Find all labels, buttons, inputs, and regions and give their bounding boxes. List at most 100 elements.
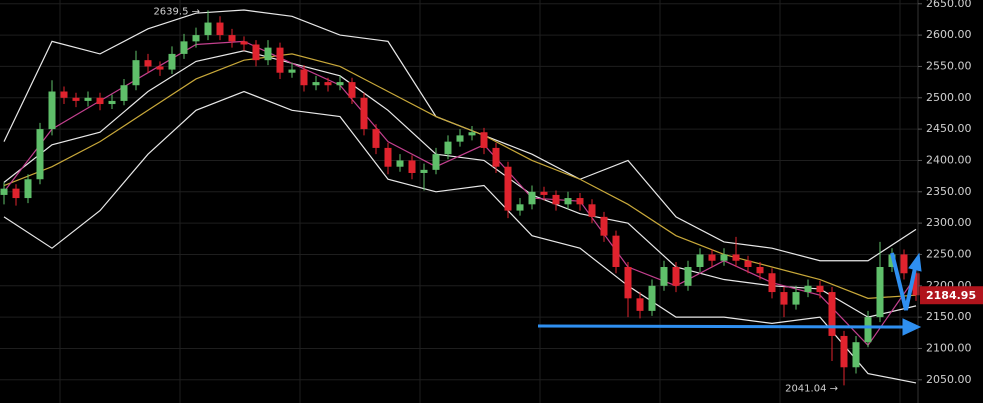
candle-body: [504, 166, 512, 211]
candle-body: [120, 85, 128, 101]
candle-body: [876, 266, 884, 318]
y-tick-label: 2100.00: [926, 341, 972, 354]
indicator-line: [3, 40, 917, 347]
candle-body: [108, 100, 116, 105]
arrow-head: [902, 318, 922, 336]
candle-body: [372, 129, 380, 148]
candle-body: [708, 254, 716, 261]
candle-body: [600, 216, 608, 236]
candle-body: [348, 82, 356, 98]
candle-body: [756, 266, 764, 274]
y-tick-label: 2350.00: [926, 185, 972, 198]
candle-body: [732, 254, 740, 261]
candle-body: [792, 292, 800, 305]
candle-body: [240, 41, 248, 45]
candle-body: [228, 35, 236, 42]
candle-body: [672, 266, 680, 286]
indicator-line: [3, 50, 917, 318]
candle-body: [576, 198, 584, 205]
price-axis: 2050.002100.002150.002200.002250.002300.…: [918, 0, 983, 386]
y-tick-label: 2600.00: [926, 28, 972, 41]
y-tick-label: 2500.00: [926, 91, 972, 104]
candle-body: [384, 147, 392, 167]
candle-body: [60, 91, 68, 98]
indicator-lines: [3, 9, 917, 384]
candle-body: [72, 97, 80, 101]
candle-body: [360, 97, 368, 130]
candle-body: [816, 285, 824, 293]
candle-body: [516, 204, 524, 211]
candle-body: [144, 60, 152, 67]
candle-body: [84, 97, 92, 101]
candle-body: [0, 188, 8, 195]
candle-body: [480, 132, 488, 148]
candle-body: [216, 22, 224, 36]
drawing-arrows: [537, 252, 922, 336]
candle-body: [588, 204, 596, 217]
candle-body: [192, 35, 200, 42]
candle-body: [804, 285, 812, 293]
candle-body: [612, 235, 620, 267]
low-annotation: 2041.04 →: [785, 383, 838, 394]
candle-body: [840, 335, 848, 368]
candle-body: [36, 129, 44, 180]
candle-body: [780, 292, 788, 305]
last-price-box: [920, 286, 983, 305]
candle-body: [744, 260, 752, 267]
y-tick-label: 2300.00: [926, 216, 972, 229]
y-tick-label: 2400.00: [926, 153, 972, 166]
indicator-line: [3, 53, 917, 299]
candle-body: [168, 53, 176, 70]
indicator-line: [3, 90, 917, 384]
arrow-head: [908, 252, 922, 272]
candle-body: [552, 194, 560, 205]
candle-body: [720, 254, 728, 261]
candle-body: [624, 266, 632, 299]
grid: [0, 0, 918, 403]
candle-body: [396, 160, 404, 167]
candle-body: [252, 44, 260, 61]
candle-body: [444, 141, 452, 155]
candle-body: [540, 191, 548, 195]
candle-body: [132, 60, 140, 86]
candle-body: [636, 298, 644, 311]
candle-body: [492, 147, 500, 167]
candle-body: [912, 273, 920, 296]
candle-body: [828, 292, 836, 336]
y-tick-label: 2550.00: [926, 59, 972, 72]
y-tick-label: 2050.00: [926, 373, 972, 386]
y-tick-label: 2650.00: [926, 0, 972, 10]
candle-body: [900, 254, 908, 274]
candle-body: [324, 82, 332, 86]
candle-body: [276, 47, 284, 73]
y-tick-label: 2150.00: [926, 310, 972, 323]
y-tick-label: 2250.00: [926, 247, 972, 260]
candle-body: [24, 179, 32, 199]
candle-body: [684, 266, 692, 286]
candle-body: [852, 342, 860, 368]
candle-body: [48, 91, 56, 130]
candle-body: [768, 273, 776, 293]
candle-body: [408, 160, 416, 173]
candle-body: [456, 135, 464, 142]
candle-body: [468, 132, 476, 136]
candle-body: [432, 154, 440, 170]
candle-body: [696, 254, 704, 267]
candles: 2639.5 → 2041.04 →: [0, 6, 920, 394]
y-tick-label: 2450.00: [926, 122, 972, 135]
candle-body: [12, 188, 20, 199]
candle-body: [96, 97, 104, 105]
candle-body: [312, 82, 320, 86]
candle-body: [420, 169, 428, 173]
candle-body: [648, 285, 656, 311]
candle-body: [528, 191, 536, 205]
candle-body: [660, 266, 668, 286]
zigzag-arrow: [890, 252, 917, 311]
candle-body: [180, 41, 188, 54]
candle-body: [204, 22, 212, 36]
candle-body: [564, 198, 572, 205]
high-annotation: 2639.5 →: [153, 6, 200, 17]
last-price-label: 2184.95: [926, 289, 976, 302]
candle-body: [300, 69, 308, 86]
